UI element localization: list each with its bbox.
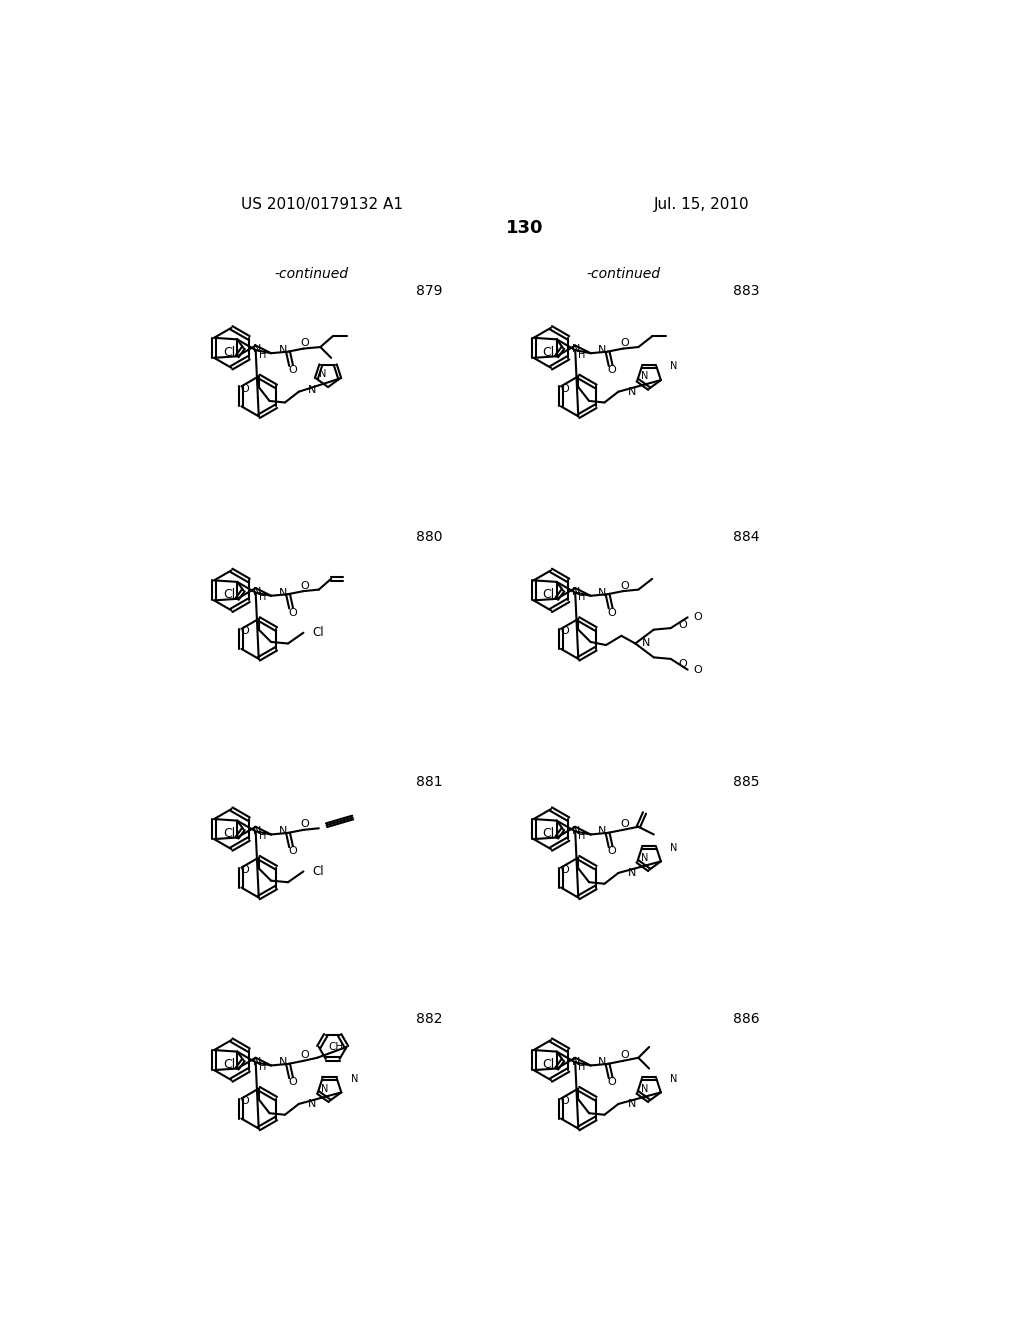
Text: N: N bbox=[628, 869, 636, 878]
Text: O: O bbox=[608, 607, 616, 618]
Text: N: N bbox=[572, 825, 581, 836]
Text: O: O bbox=[560, 865, 569, 875]
Text: N: N bbox=[321, 1084, 329, 1093]
Text: O: O bbox=[289, 846, 297, 857]
Text: N: N bbox=[598, 587, 606, 598]
Text: Cl: Cl bbox=[543, 826, 555, 840]
Text: O: O bbox=[621, 581, 629, 591]
Text: N: N bbox=[598, 826, 606, 837]
Text: N: N bbox=[253, 1056, 261, 1067]
Text: O: O bbox=[560, 384, 569, 393]
Text: N: N bbox=[640, 1084, 648, 1093]
Text: H: H bbox=[579, 350, 586, 360]
Text: N: N bbox=[572, 1056, 581, 1067]
Text: N: N bbox=[640, 371, 648, 381]
Text: O: O bbox=[679, 659, 687, 668]
Text: O: O bbox=[301, 338, 309, 348]
Text: Cl: Cl bbox=[543, 346, 555, 359]
Text: O: O bbox=[241, 865, 250, 875]
Text: O: O bbox=[289, 366, 297, 375]
Text: N: N bbox=[640, 853, 648, 862]
Text: O: O bbox=[289, 1077, 297, 1088]
Text: N: N bbox=[671, 1073, 678, 1084]
Text: O: O bbox=[608, 366, 616, 375]
Text: H: H bbox=[259, 350, 266, 360]
Text: N: N bbox=[279, 587, 287, 598]
Text: N: N bbox=[253, 587, 261, 597]
Text: Cl: Cl bbox=[223, 346, 236, 359]
Text: Cl: Cl bbox=[543, 1057, 555, 1071]
Text: Jul. 15, 2010: Jul. 15, 2010 bbox=[654, 197, 750, 213]
Text: N: N bbox=[572, 345, 581, 354]
Text: H: H bbox=[259, 593, 266, 602]
Text: H: H bbox=[259, 1063, 266, 1072]
Text: -continued: -continued bbox=[274, 267, 348, 281]
Text: N: N bbox=[671, 842, 678, 853]
Text: 883: 883 bbox=[733, 284, 760, 298]
Text: 879: 879 bbox=[416, 284, 442, 298]
Text: CH₃: CH₃ bbox=[328, 1041, 347, 1052]
Text: O: O bbox=[608, 846, 616, 857]
Text: N: N bbox=[572, 587, 581, 597]
Text: N: N bbox=[598, 345, 606, 355]
Text: N: N bbox=[319, 370, 327, 379]
Text: H: H bbox=[579, 832, 586, 841]
Text: 130: 130 bbox=[506, 219, 544, 236]
Text: O: O bbox=[694, 612, 702, 622]
Text: 882: 882 bbox=[416, 1012, 442, 1026]
Text: O: O bbox=[679, 620, 687, 630]
Text: Cl: Cl bbox=[312, 865, 325, 878]
Text: 885: 885 bbox=[733, 775, 760, 789]
Text: O: O bbox=[301, 1051, 309, 1060]
Text: O: O bbox=[301, 581, 309, 591]
Text: N: N bbox=[279, 1057, 287, 1068]
Text: O: O bbox=[621, 820, 629, 829]
Text: N: N bbox=[628, 1100, 636, 1109]
Text: Cl: Cl bbox=[223, 826, 236, 840]
Text: 886: 886 bbox=[733, 1012, 760, 1026]
Text: N: N bbox=[350, 1073, 358, 1084]
Text: N: N bbox=[628, 387, 636, 397]
Text: 884: 884 bbox=[733, 531, 760, 544]
Text: O: O bbox=[560, 626, 569, 636]
Text: O: O bbox=[301, 820, 309, 829]
Text: O: O bbox=[560, 1096, 569, 1106]
Text: H: H bbox=[579, 1063, 586, 1072]
Text: N: N bbox=[253, 345, 261, 354]
Text: O: O bbox=[608, 1077, 616, 1088]
Text: H: H bbox=[259, 832, 266, 841]
Text: Cl: Cl bbox=[223, 589, 236, 601]
Text: N: N bbox=[253, 825, 261, 836]
Text: 881: 881 bbox=[416, 775, 442, 789]
Text: N: N bbox=[308, 1100, 316, 1109]
Text: US 2010/0179132 A1: US 2010/0179132 A1 bbox=[241, 197, 402, 213]
Text: Cl: Cl bbox=[312, 626, 325, 639]
Text: O: O bbox=[694, 665, 702, 675]
Text: Cl: Cl bbox=[543, 589, 555, 601]
Text: O: O bbox=[241, 626, 250, 636]
Text: O: O bbox=[241, 1096, 250, 1106]
Text: H: H bbox=[579, 593, 586, 602]
Text: O: O bbox=[621, 338, 629, 348]
Text: N: N bbox=[598, 1057, 606, 1068]
Text: O: O bbox=[241, 384, 250, 393]
Text: Cl: Cl bbox=[223, 1057, 236, 1071]
Text: 880: 880 bbox=[416, 531, 442, 544]
Text: N: N bbox=[279, 826, 287, 837]
Text: O: O bbox=[621, 1051, 629, 1060]
Text: O: O bbox=[289, 607, 297, 618]
Text: N: N bbox=[308, 385, 316, 395]
Text: -continued: -continued bbox=[587, 267, 660, 281]
Text: N: N bbox=[641, 639, 650, 648]
Text: N: N bbox=[671, 362, 678, 371]
Text: N: N bbox=[279, 345, 287, 355]
